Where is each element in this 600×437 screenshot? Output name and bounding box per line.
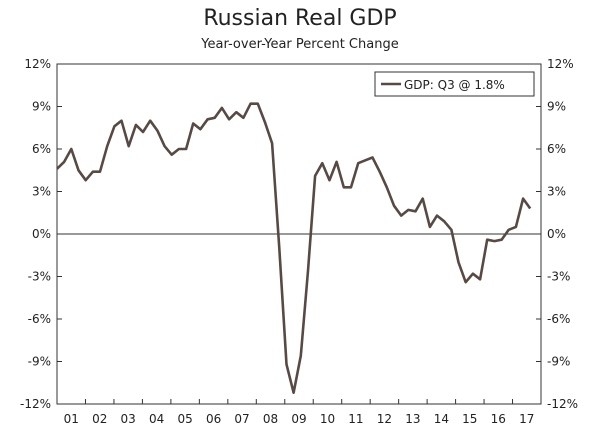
x-tick-label: 05	[177, 412, 192, 426]
y-tick-label-right: -12%	[547, 397, 578, 411]
y-tick-label-left: -3%	[28, 270, 51, 284]
legend: GDP: Q3 @ 1.8%	[374, 71, 535, 97]
x-tick-label: 07	[234, 412, 249, 426]
x-tick-label: 14	[434, 412, 449, 426]
x-tick-label: 15	[462, 412, 477, 426]
left-y-axis: 12% 9% 6% 3% 0% -3% -6% -9% -12%	[20, 57, 62, 411]
y-tick-label-left: 3%	[32, 185, 51, 199]
x-tick-label: 04	[149, 412, 164, 426]
x-tick-label: 11	[348, 412, 363, 426]
x-tick-label: 01	[64, 412, 79, 426]
x-axis: 01 02 03 04 05 06 07 08 09 10 11 12 13 14 15 16 17	[64, 399, 534, 426]
x-tick-label: 16	[491, 412, 506, 426]
y-tick-label-left: -12%	[20, 397, 51, 411]
right-y-axis: 12% 9% 6% 3% 0% -3% -6% -9% -12%	[536, 57, 578, 411]
y-tick-label-left: 9%	[32, 100, 51, 114]
y-tick-label-left: -6%	[28, 312, 51, 326]
x-tick-label: 08	[263, 412, 278, 426]
x-tick-label: 17	[519, 412, 534, 426]
y-tick-label-right: -9%	[547, 355, 570, 369]
y-tick-label-right: 12%	[547, 57, 574, 71]
x-tick-label: 02	[92, 412, 107, 426]
y-tick-label-right: 0%	[547, 227, 566, 241]
y-tick-label-right: -6%	[547, 312, 570, 326]
x-tick-label: 09	[291, 412, 306, 426]
y-tick-label-left: 6%	[32, 142, 51, 156]
legend-label: GDP: Q3 @ 1.8%	[404, 78, 505, 92]
x-tick-label: 06	[206, 412, 221, 426]
y-tick-label-left: -9%	[28, 355, 51, 369]
y-tick-label-right: 6%	[547, 142, 566, 156]
y-tick-label-right: -3%	[547, 270, 570, 284]
x-tick-label: 12	[377, 412, 392, 426]
legend-box	[374, 71, 535, 97]
x-tick-label: 13	[405, 412, 420, 426]
y-tick-label-left: 12%	[24, 57, 51, 71]
x-tick-label: 10	[320, 412, 335, 426]
series-line-gdp	[56, 102, 532, 395]
chart-title: Russian Real GDP	[203, 6, 397, 31]
chart-subtitle: Year-over-Year Percent Change	[201, 37, 399, 52]
x-tick-label: 03	[121, 412, 136, 426]
y-tick-label-right: 9%	[547, 100, 566, 114]
y-tick-label-right: 3%	[547, 185, 566, 199]
y-tick-label-left: 0%	[32, 227, 51, 241]
